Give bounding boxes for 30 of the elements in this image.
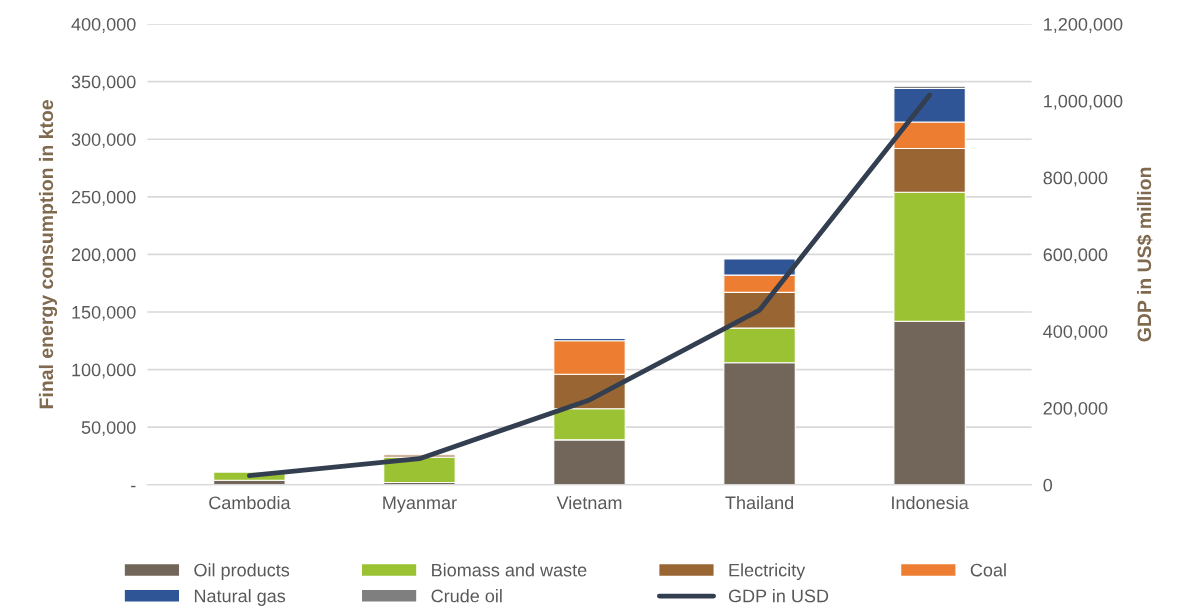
legend-label: Natural gas (194, 589, 286, 606)
legend-label: GDP in USD (728, 589, 829, 603)
legend-label: Electricity (729, 563, 806, 581)
y2-tick-label: 600,000 (1043, 248, 1108, 264)
legend-label: Coal (970, 563, 1006, 577)
legend-label: Biomass and waste (432, 563, 587, 577)
y2-axis-title: GDP in US$ million (1136, 167, 1153, 342)
y2-tick-label: 400,000 (1043, 325, 1108, 341)
y2-tick-label: 1,000,000 (1044, 94, 1123, 110)
y2-tick-label: 1,200,000 (1044, 17, 1123, 33)
x-tick-label: Thailand (725, 495, 794, 510)
y-tick-label: 300,000 (71, 133, 136, 149)
y-tick-label: 100,000 (72, 363, 136, 379)
y-tick-label: 250,000 (71, 190, 136, 206)
y-tick-label: 200,000 (71, 248, 136, 264)
y-tick-label: 150,000 (72, 305, 136, 321)
y2-tick-label: 200,000 (1043, 401, 1108, 417)
y2-tick-label: 800,000 (1043, 171, 1108, 187)
y-tick-label: 350,000 (71, 75, 136, 91)
x-tick-label: Indonesia (892, 495, 969, 510)
y-tick-label: 50,000 (81, 421, 136, 437)
x-tick-label: Cambodia (209, 495, 291, 510)
x-tick-label: Vietnam (556, 495, 622, 510)
y2-tick-label: 0 (1043, 478, 1053, 492)
y-tick-label: 400,000 (71, 17, 136, 33)
legend-label: Oil products (194, 563, 290, 581)
y-axis-title: Final energy consumption in ktoe (38, 100, 58, 409)
x-tick-label: Myanmar (383, 496, 457, 513)
legend-label: Crude oil (431, 589, 502, 603)
y-tick-label: - (131, 485, 136, 488)
